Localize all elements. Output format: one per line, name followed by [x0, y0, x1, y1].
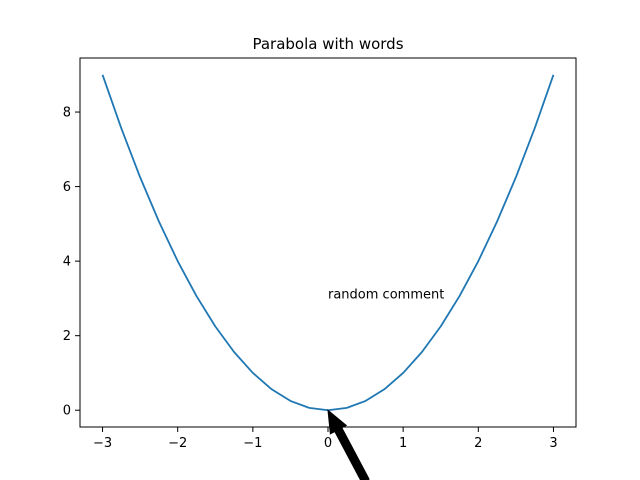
x-tick-label: 1	[399, 436, 407, 451]
series-line-0	[101, 74, 555, 412]
y-tick-label: 6	[63, 180, 71, 195]
chart-title: Parabola with words	[252, 35, 403, 53]
annotation-arrow	[327, 409, 370, 480]
annotation-text: random comment	[328, 287, 444, 302]
x-tick-label: −3	[93, 436, 112, 451]
y-tick-label: 2	[63, 329, 71, 344]
x-tick-label: 0	[324, 436, 332, 451]
x-tick-label: −2	[168, 436, 187, 451]
x-tick-label: −1	[243, 436, 262, 451]
y-tick-label: 0	[63, 404, 71, 419]
y-tick-label: 4	[63, 255, 71, 270]
x-tick-label: 2	[474, 436, 482, 451]
axes-frame	[79, 57, 577, 428]
y-tick-label: 8	[63, 106, 71, 121]
x-tick-label: 3	[549, 436, 557, 451]
